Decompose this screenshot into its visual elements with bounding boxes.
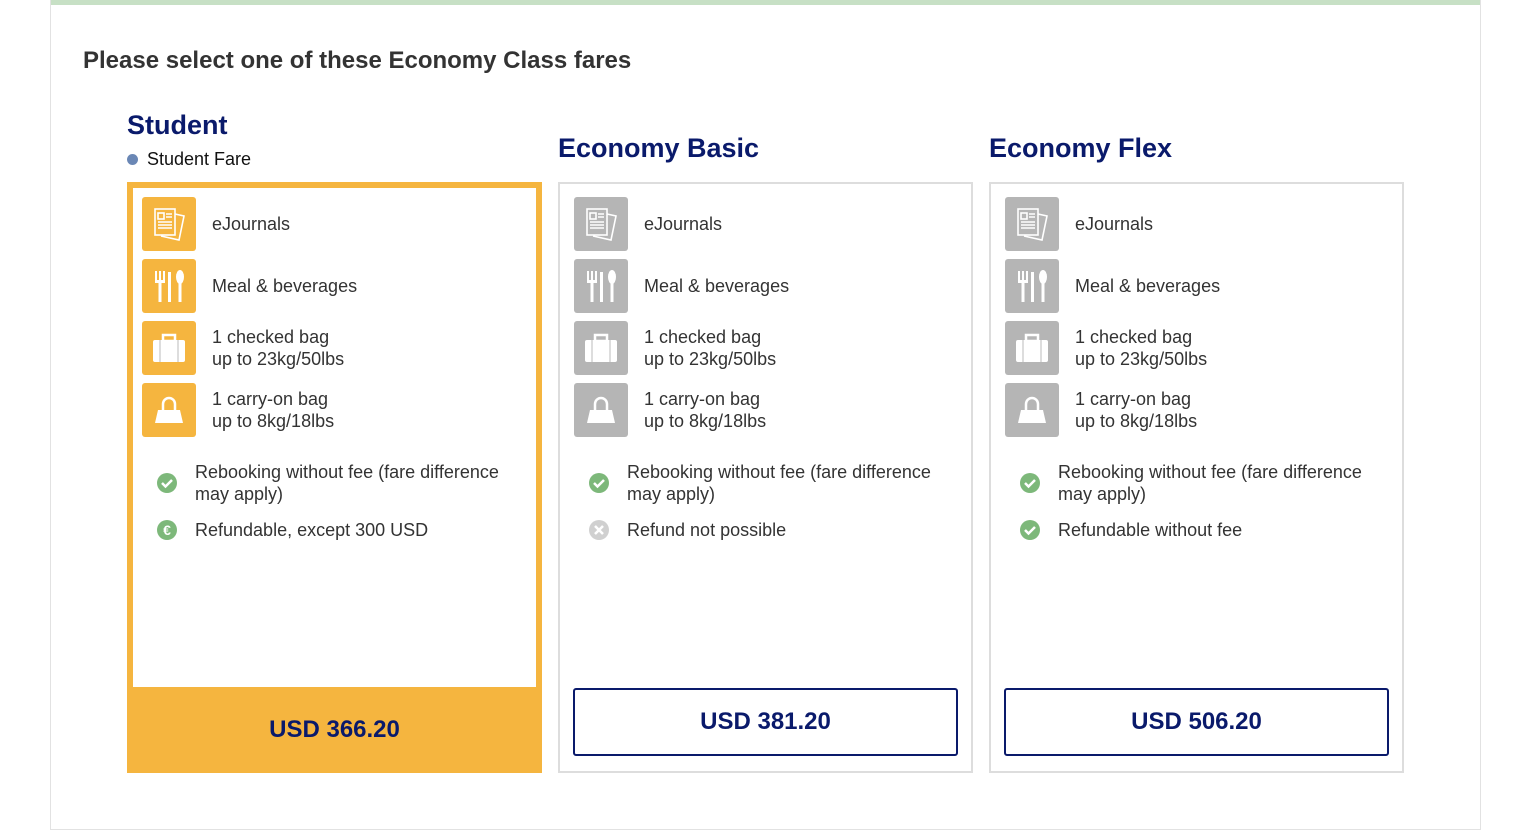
- feature-checked-bag: 1 checked bag up to 23kg/50lbs: [1005, 321, 1207, 375]
- checked-bag-icon: [574, 321, 628, 375]
- fare-title-economy-basic: Economy Basic: [558, 133, 760, 163]
- condition-item: Rebooking without fee (fare difference ma…: [156, 461, 526, 505]
- bullet-dot-icon: [127, 154, 138, 165]
- fare-card-economy-flex[interactable]: eJournals Meal & beverages 1 checked bag up…: [989, 182, 1404, 773]
- feature-checked-bag: 1 checked bag up to 23kg/50lbs: [574, 321, 776, 375]
- condition-item: Rebooking without fee (fare difference ma…: [1019, 461, 1389, 505]
- feature-carry-on-bag: 1 carry-on bag up to 8kg/18lbs: [574, 383, 766, 437]
- ejournals-icon: [1005, 197, 1059, 251]
- fare-title-economy-flex: Economy Flex: [989, 133, 1173, 163]
- feature-meal: Meal & beverages: [142, 259, 357, 313]
- carry-on-bag-icon: [142, 383, 196, 437]
- svg-text:€: €: [163, 522, 171, 538]
- price-button-economy-flex[interactable]: USD 506.20: [1004, 688, 1389, 756]
- feature-carry-on-bag: 1 carry-on bag up to 8kg/18lbs: [142, 383, 334, 437]
- checked-bag-icon: [142, 321, 196, 375]
- ejournals-icon: [142, 197, 196, 251]
- price-button-economy-basic[interactable]: USD 381.20: [573, 688, 958, 756]
- fare-card-student[interactable]: eJournals Meal & beverages 1 checked bag up…: [127, 182, 542, 773]
- check-icon: [156, 472, 178, 494]
- feature-meal: Meal & beverages: [1005, 259, 1220, 313]
- condition-item: Refund not possible: [588, 519, 958, 541]
- fare-title-student: Student: [127, 110, 228, 140]
- meal-icon: [1005, 259, 1059, 313]
- page-title: Please select one of these Economy Class…: [83, 47, 632, 74]
- meal-icon: [574, 259, 628, 313]
- check-icon: [588, 472, 610, 494]
- meal-icon: [142, 259, 196, 313]
- feature-ejournals: eJournals: [574, 197, 722, 251]
- ejournals-icon: [574, 197, 628, 251]
- cross-icon: [588, 519, 610, 541]
- carry-on-bag-icon: [1005, 383, 1059, 437]
- feature-ejournals: eJournals: [1005, 197, 1153, 251]
- feature-ejournals: eJournals: [142, 197, 290, 251]
- price-button-student[interactable]: USD 366.20: [127, 687, 542, 773]
- condition-item: € Refundable, except 300 USD: [156, 519, 526, 541]
- carry-on-bag-icon: [574, 383, 628, 437]
- top-accent-bar: [50, 0, 1481, 5]
- fare-card-economy-basic[interactable]: eJournals Meal & beverages 1 checked bag up…: [558, 182, 973, 773]
- euro-icon: €: [156, 519, 178, 541]
- condition-item: Rebooking without fee (fare difference ma…: [588, 461, 958, 505]
- check-icon: [1019, 519, 1041, 541]
- feature-carry-on-bag: 1 carry-on bag up to 8kg/18lbs: [1005, 383, 1197, 437]
- check-icon: [1019, 472, 1041, 494]
- feature-meal: Meal & beverages: [574, 259, 789, 313]
- student-fare-label: Student Fare: [127, 149, 251, 170]
- checked-bag-icon: [1005, 321, 1059, 375]
- feature-checked-bag: 1 checked bag up to 23kg/50lbs: [142, 321, 344, 375]
- condition-item: Refundable without fee: [1019, 519, 1389, 541]
